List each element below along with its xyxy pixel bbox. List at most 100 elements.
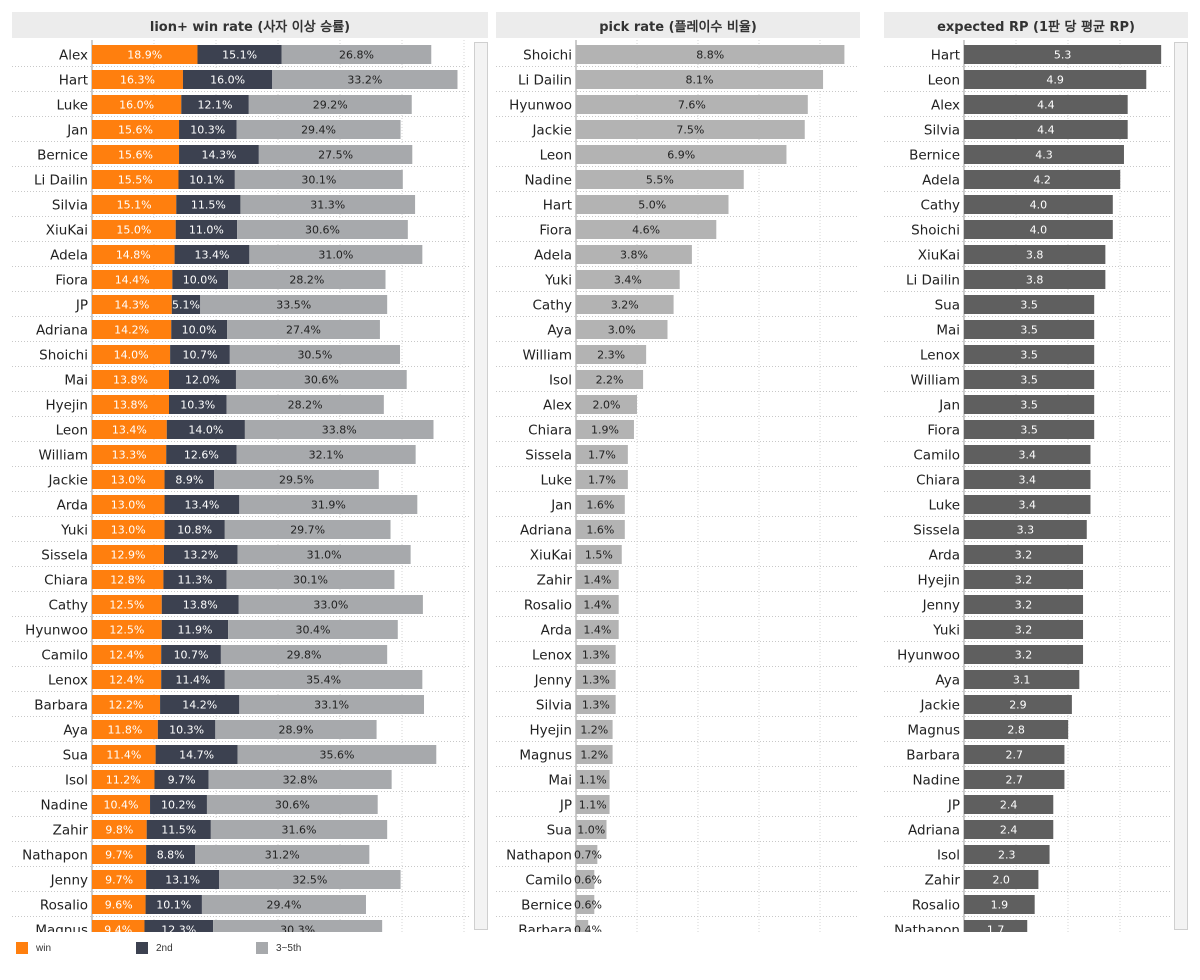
win-bar-label: 15.6% (118, 149, 153, 162)
win-bar-label: 12.9% (111, 549, 146, 562)
pick-rate-bar (576, 170, 744, 189)
win-bar-label: 14.2% (114, 324, 149, 337)
second-bar (166, 445, 237, 464)
third-bar-label: 30.1% (301, 174, 336, 187)
expected-rp-label: 3.5 (1020, 424, 1038, 437)
expected-rp-label: 3.4 (1018, 499, 1036, 512)
third-bar-label: 31.0% (307, 549, 342, 562)
second-bar-label: 12.6% (184, 449, 219, 462)
pick-rate-bar (576, 745, 613, 764)
win-bar-label: 11.2% (106, 774, 141, 787)
third-bar-label: 33.2% (347, 74, 382, 87)
win-bar-label: 13.3% (112, 449, 147, 462)
pick-rate-label: 1.7% (588, 449, 616, 462)
category-label: Luke (541, 473, 572, 489)
expected-rp-label: 3.5 (1020, 399, 1038, 412)
category-label: JP (947, 798, 960, 814)
second-bar (169, 395, 227, 414)
second-bar-label: 14.7% (179, 749, 214, 762)
legend-item-2nd: 2nd (136, 942, 173, 954)
pick-rate-label: 0.6% (574, 874, 602, 887)
category-label: Zahir (53, 823, 89, 839)
expected-rp-label: 2.7 (1005, 749, 1023, 762)
category-label: Jackie (919, 698, 960, 714)
pick-rate-bar (576, 695, 616, 714)
category-label: Sissela (525, 448, 572, 464)
win-bar (92, 395, 170, 414)
expected-rp-bar (964, 645, 1084, 664)
second-bar-label: 13.1% (165, 874, 200, 887)
pick-rate-bar (576, 95, 808, 114)
expected-rp-bar (964, 795, 1054, 814)
category-label: XiuKai (530, 548, 572, 564)
win-rate-scrollbar[interactable] (474, 42, 488, 930)
second-bar (179, 145, 259, 164)
pick-rate-label: 0.7% (574, 849, 602, 862)
second-bar-label: 11.5% (161, 824, 196, 837)
win-bar (92, 895, 146, 914)
expected-rp-scrollbar[interactable] (1174, 42, 1188, 930)
win-bar (92, 170, 179, 189)
category-label: Cathy (532, 298, 572, 314)
second-bar-label: 10.0% (183, 274, 218, 287)
pick-rate-chart: Shoichi Li Dailin Hyunwoo Jackie Leon Nadine H… (496, 40, 858, 932)
category-label: Chiara (528, 423, 572, 439)
third-bar (227, 320, 380, 339)
category-label: Silvia (52, 198, 88, 214)
category-label: XiuKai (918, 248, 960, 264)
win-bar-label: 13.0% (111, 474, 146, 487)
category-label: Sua (63, 748, 88, 764)
pick-rate-label: 1.9% (591, 424, 619, 437)
pick-rate-bar (576, 420, 634, 439)
expected-rp-title: expected RP (1판 당 평균 RP) (884, 12, 1188, 38)
expected-rp-label: 3.2 (1015, 624, 1033, 637)
expected-rp-label: 4.9 (1046, 74, 1064, 87)
category-label: Adela (534, 248, 572, 264)
win-bar-label: 14.3% (114, 299, 149, 312)
win-bar (92, 595, 162, 614)
win-bar-label: 12.5% (109, 599, 144, 612)
category-label: Magnus (519, 748, 572, 764)
pick-rate-label: 8.1% (686, 74, 714, 87)
third-bar (272, 70, 458, 89)
win-bar-label: 14.0% (114, 349, 149, 362)
second-bar (146, 845, 196, 864)
category-label: Hart (59, 73, 88, 89)
second-bar (144, 920, 214, 932)
second-bar-label: 13.4% (194, 249, 229, 262)
category-label: Hart (543, 198, 572, 214)
category-label: Hyejin (917, 573, 960, 589)
second-bar (181, 95, 249, 114)
category-label: Rosalio (912, 898, 960, 914)
category-label: Lenox (48, 673, 88, 689)
expected-rp-bar (964, 420, 1095, 439)
category-label: Barbara (906, 748, 960, 764)
win-bar (92, 720, 158, 739)
expected-rp-chart-area: Hart Leon Alex Silvia Bernice Adela Cathy Shoic… (884, 40, 1188, 932)
second-bar (161, 645, 221, 664)
category-label: Nathapon (894, 923, 960, 933)
expected-rp-label: 2.4 (1000, 824, 1018, 837)
second-bar (161, 595, 239, 614)
third-bar (219, 870, 401, 889)
category-label: JP (75, 298, 88, 314)
pick-rate-bar (576, 645, 616, 664)
win-bar-label: 10.4% (104, 799, 139, 812)
third-bar (195, 845, 370, 864)
expected-rp-label: 4.4 (1037, 124, 1055, 137)
expected-rp-label: 5.3 (1054, 49, 1072, 62)
category-label: Fiora (539, 223, 572, 239)
win-bar-label: 13.8% (113, 374, 148, 387)
category-label: Chiara (44, 573, 88, 589)
pick-rate-bar (576, 220, 717, 239)
second-bar-label: 10.2% (161, 799, 196, 812)
second-bar (175, 220, 238, 239)
pick-rate-label: 2.0% (593, 399, 621, 412)
second-bar-label: 10.3% (180, 399, 215, 412)
pick-rate-label: 8.8% (696, 49, 724, 62)
second-bar-label: 13.4% (184, 499, 219, 512)
second-bar (157, 720, 216, 739)
second-bar (164, 520, 225, 539)
win-bar (92, 245, 175, 264)
pick-rate-bar (576, 520, 625, 539)
